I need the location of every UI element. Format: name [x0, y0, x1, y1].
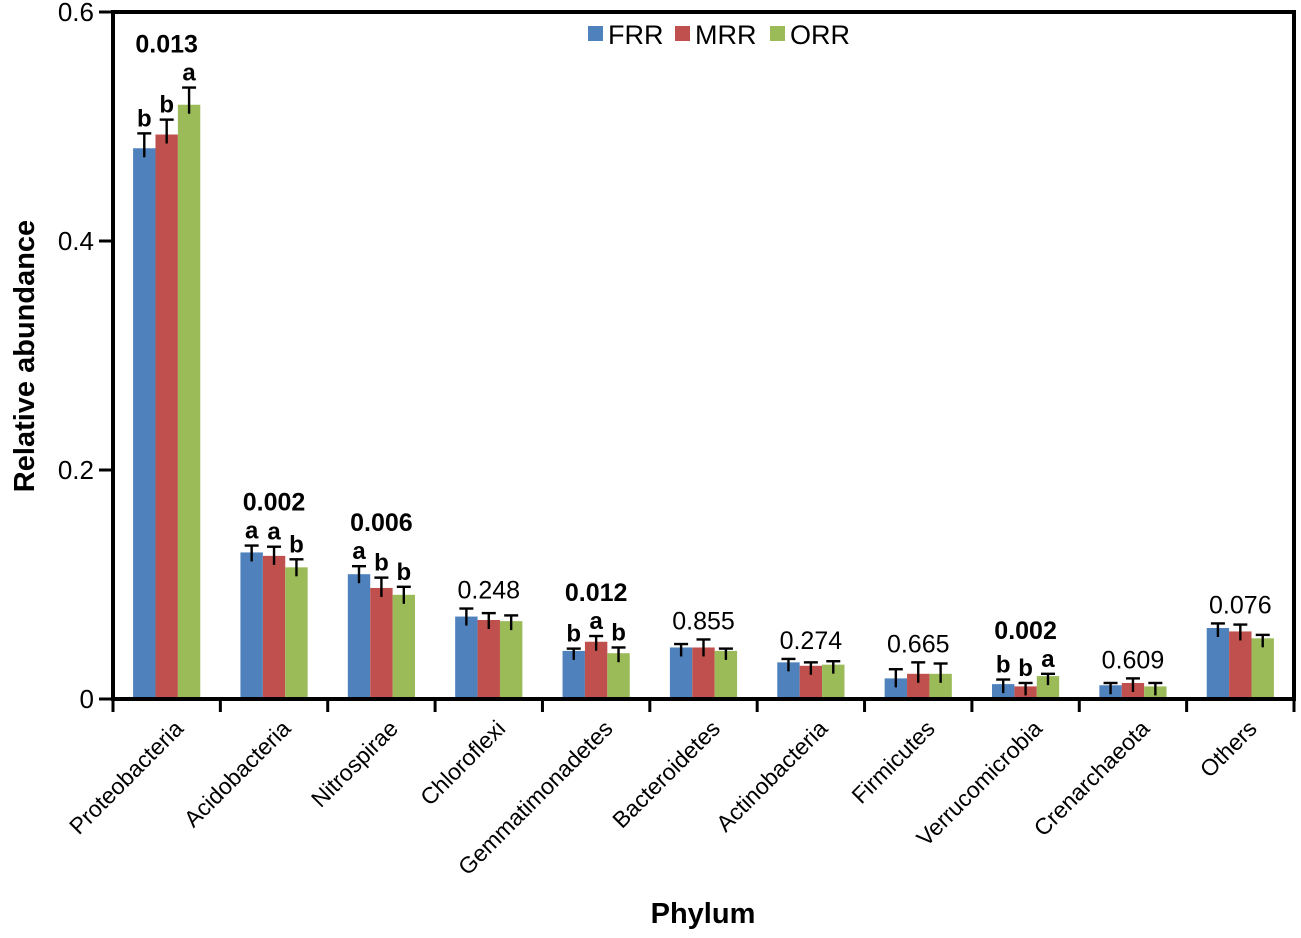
significance-letter: a: [267, 519, 281, 546]
y-tick-label: 0.2: [58, 455, 94, 485]
x-category-label: Proteobacteria: [64, 715, 188, 839]
bar-mrr-acidobacteria: [262, 555, 286, 699]
significance-letter: b: [996, 652, 1011, 679]
legend-label-mrr: MRR: [695, 20, 757, 50]
x-category-label: Nitrospirae: [306, 715, 403, 812]
p-value-label: 0.855: [672, 607, 735, 635]
p-value-label: 0.248: [457, 577, 520, 605]
significance-letter: b: [1018, 655, 1033, 682]
x-category-label: Chloroflexi: [415, 715, 510, 810]
bar-frr-nitrospirae: [347, 574, 371, 699]
bar-orr-nitrospirae: [392, 594, 416, 699]
legend-swatch-mrr: [675, 26, 690, 41]
bar-mrr-proteobacteria: [155, 134, 178, 699]
legend-label-frr: FRR: [608, 20, 664, 50]
bar-orr-proteobacteria: [177, 104, 201, 700]
significance-letter: a: [589, 608, 603, 635]
bar-mrr-others: [1229, 631, 1252, 699]
bar-frr-firmicutes: [884, 678, 908, 699]
bar-mrr-firmicutes: [907, 673, 930, 699]
bar-mrr-nitrospirae: [370, 587, 393, 699]
x-category-label: Others: [1195, 715, 1262, 782]
p-value-label: 0.274: [780, 627, 843, 655]
legend-swatch-orr: [770, 26, 785, 41]
x-axis-title: Phylum: [651, 898, 756, 930]
bar-frr-acidobacteria: [240, 552, 263, 699]
p-value-label: 0.012: [565, 579, 628, 607]
bar-orr-verrucomicrobia: [1036, 676, 1060, 699]
p-value-label: 0.013: [135, 31, 198, 59]
bar-mrr-chloroflexi: [477, 619, 500, 699]
bar-orr-acidobacteria: [285, 567, 308, 699]
significance-letter: b: [611, 619, 626, 646]
p-value-label: 0.076: [1209, 591, 1272, 619]
significance-letter: b: [289, 531, 304, 558]
x-category-label: Acidobacteria: [179, 715, 296, 832]
bar-mrr-actinobacteria: [799, 665, 823, 699]
x-category-label: Firmicutes: [846, 715, 939, 808]
x-category-label: Actinobacteria: [711, 715, 833, 837]
bar-orr-gemmatimonadetes: [607, 653, 630, 699]
p-value-label: 0.665: [887, 630, 950, 658]
x-category-label: Crenarchaeota: [1029, 715, 1155, 841]
bar-frr-actinobacteria: [777, 662, 800, 699]
bar-frr-others: [1206, 628, 1230, 699]
significance-letter: a: [245, 518, 259, 545]
significance-letter: b: [374, 550, 389, 577]
bar-orr-bacteroidetes: [714, 650, 738, 699]
significance-letter: a: [1041, 646, 1055, 673]
significance-letter: b: [396, 559, 411, 586]
legend-label-orr: ORR: [790, 20, 850, 50]
bar-mrr-bacteroidetes: [692, 647, 715, 699]
plot-border: [111, 10, 1296, 701]
y-axis-title: Relative abundance: [9, 220, 41, 492]
bar-orr-firmicutes: [929, 673, 952, 699]
bar-frr-gemmatimonadetes: [562, 650, 585, 699]
significance-letter: a: [352, 538, 366, 565]
legend-swatch-frr: [588, 26, 603, 41]
x-category-label: Bacteroidetes: [607, 715, 725, 833]
p-value-label: 0.002: [994, 617, 1057, 645]
y-tick-label: 0: [80, 684, 94, 714]
bar-frr-proteobacteria: [133, 148, 156, 699]
bar-frr-chloroflexi: [455, 616, 478, 699]
y-tick-label: 0.4: [58, 226, 94, 256]
significance-letter: b: [159, 92, 174, 119]
bar-orr-chloroflexi: [499, 621, 523, 699]
significance-letter: b: [137, 105, 152, 132]
p-value-label: 0.002: [243, 489, 306, 517]
bar-mrr-gemmatimonadetes: [584, 641, 608, 699]
p-value-label: 0.006: [350, 509, 413, 537]
significance-letter: b: [566, 621, 581, 648]
p-value-label: 0.609: [1102, 646, 1165, 674]
y-tick-label: 0.6: [58, 0, 94, 27]
bar-orr-others: [1251, 638, 1274, 699]
bar-orr-actinobacteria: [822, 664, 845, 699]
bar-frr-bacteroidetes: [669, 647, 693, 699]
significance-letter: a: [182, 60, 196, 87]
